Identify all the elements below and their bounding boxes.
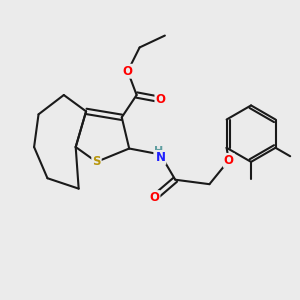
Text: O: O: [155, 93, 165, 106]
Text: H: H: [154, 146, 164, 157]
Text: N: N: [155, 151, 165, 164]
Text: S: S: [92, 155, 101, 168]
Text: O: O: [224, 154, 234, 167]
Text: O: O: [149, 191, 160, 204]
Text: O: O: [123, 65, 133, 78]
